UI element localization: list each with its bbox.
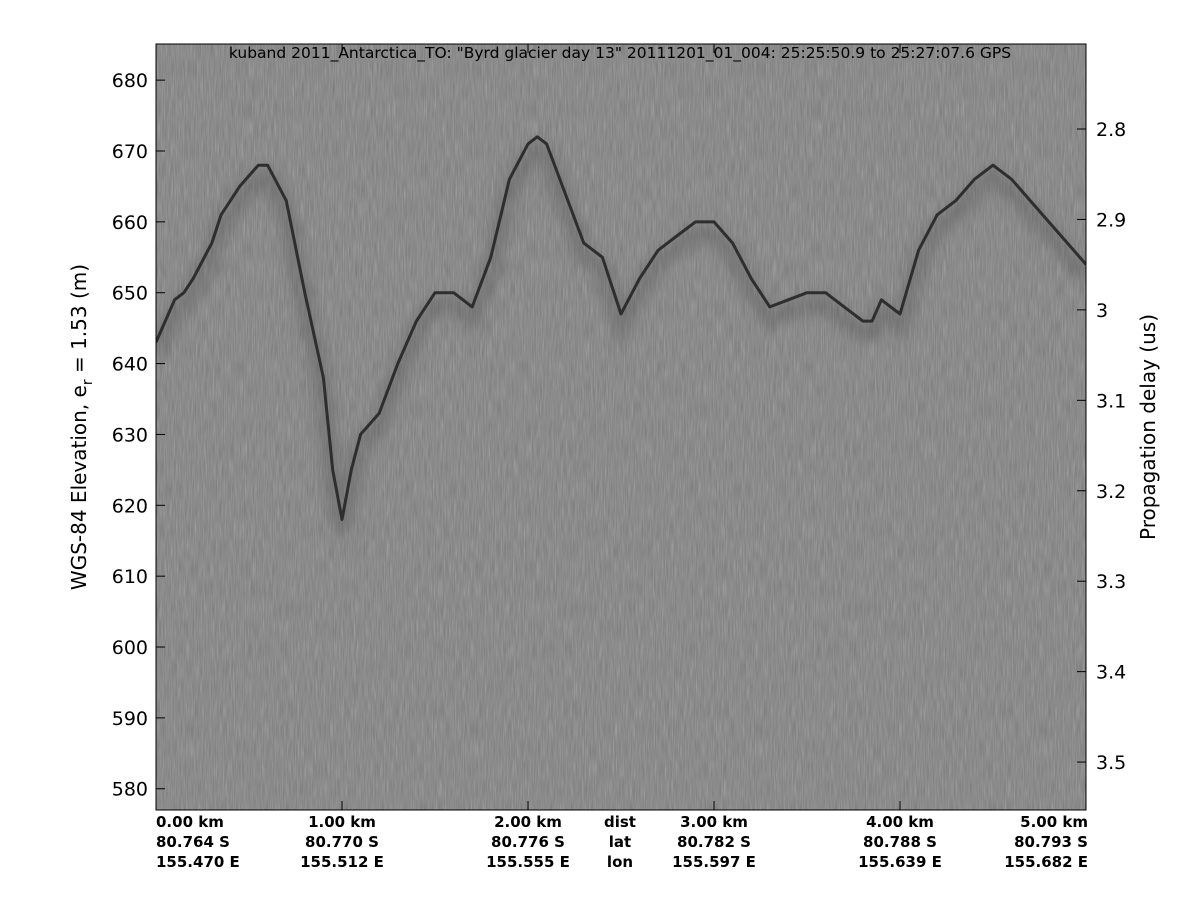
y-label-text: WGS-84 Elevation, e [67, 385, 91, 590]
x-tick-lon: 155.512 E [300, 853, 384, 871]
y-tick-label: 620 [112, 495, 148, 517]
x-tick-label: 2.00 km [494, 813, 562, 831]
x-tick-lat: 80.782 S [677, 833, 751, 851]
y-tick-label: 640 [112, 354, 148, 376]
plot-frame [155, 43, 1087, 811]
x-tick-lon: 155.682 E [1004, 853, 1088, 871]
echo-shadow [156, 137, 1086, 534]
x-tick-label: 1.00 km [308, 813, 376, 831]
y2-axis-label: Propagation delay (us) [1136, 314, 1160, 540]
x-tick-label: 4.00 km [866, 813, 934, 831]
y2-tick-label: 2.8 [1096, 119, 1126, 141]
x-tick-label: 5.00 km [1020, 813, 1088, 831]
x-tick-lon: 155.555 E [486, 853, 570, 871]
x-tick-lon: 155.470 E [156, 853, 240, 871]
speckle-texture [156, 44, 1086, 810]
x-tick-lat: 80.788 S [863, 833, 937, 851]
y-tick-label: 630 [112, 424, 148, 446]
y2-tick-label: 3.5 [1096, 752, 1126, 774]
surface-echo [156, 135, 1086, 521]
x-tick-label: 0.00 km [156, 813, 224, 831]
x-tick-label: 3.00 km [680, 813, 748, 831]
y2-tick-label: 3.2 [1096, 481, 1126, 503]
y2-tick-label: 3 [1096, 300, 1108, 322]
y2-tick-label: 3.1 [1096, 390, 1126, 412]
y-tick-label: 580 [112, 779, 148, 801]
y2-tick-label: 3.4 [1096, 662, 1126, 684]
y-tick-label: 600 [112, 637, 148, 659]
chart-title: kuband 2011_Antarctica_TO: "Byrd glacier… [229, 44, 1011, 63]
x-tick-lon: 155.639 E [858, 853, 942, 871]
x-tick-lon: 155.597 E [672, 853, 756, 871]
y-axis-label: WGS-84 Elevation, er = 1.53 (m) [67, 264, 96, 590]
y-label-suffix: = 1.53 (m) [67, 264, 91, 379]
x-tick-lat: 80.764 S [156, 833, 230, 851]
y2-tick-label: 2.9 [1096, 209, 1126, 231]
row-label: lon [607, 853, 633, 871]
y-tick-label: 670 [112, 141, 148, 163]
y-label-subscript: r [80, 379, 96, 385]
y-tick-label: 680 [112, 70, 148, 92]
row-label: lat [609, 833, 631, 851]
x-tick-lat: 80.793 S [1014, 833, 1088, 851]
y-tick-label: 660 [112, 212, 148, 234]
x-tick-lat: 80.776 S [491, 833, 565, 851]
row-label: dist [604, 813, 636, 831]
y-tick-label: 650 [112, 283, 148, 305]
plot-area [156, 135, 1086, 534]
x-tick-lat: 80.770 S [305, 833, 379, 851]
y-tick-label: 590 [112, 708, 148, 730]
y2-tick-label: 3.3 [1096, 571, 1126, 593]
y-tick-label: 610 [112, 566, 148, 588]
